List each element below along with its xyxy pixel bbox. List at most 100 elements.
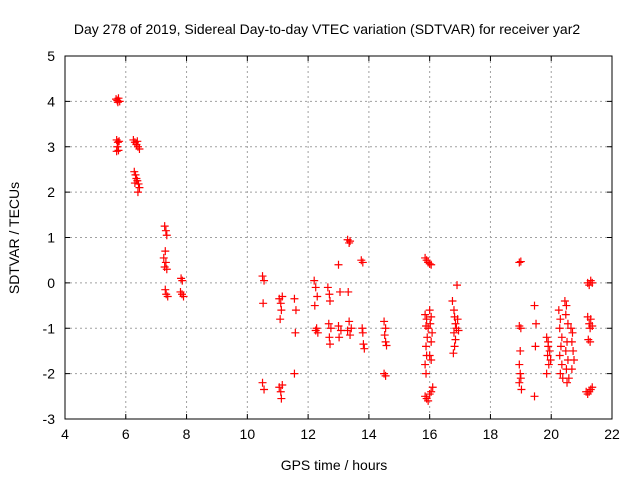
data-point xyxy=(311,326,320,335)
data-point xyxy=(453,281,462,290)
data-point xyxy=(532,319,541,328)
data-point xyxy=(516,374,525,383)
data-point xyxy=(453,315,462,324)
grid-lines xyxy=(65,56,612,419)
data-point xyxy=(131,170,140,179)
data-point xyxy=(560,297,569,306)
data-point xyxy=(454,326,463,335)
x-tick-label: 12 xyxy=(300,426,316,442)
data-point xyxy=(260,276,269,285)
data-point xyxy=(515,258,524,267)
data-point xyxy=(381,371,390,380)
data-point xyxy=(344,287,353,296)
data-point xyxy=(276,387,285,396)
data-point xyxy=(161,226,170,235)
data-point xyxy=(258,378,267,387)
data-point xyxy=(516,324,525,333)
data-point xyxy=(346,331,355,340)
data-point xyxy=(563,319,572,328)
data-point xyxy=(346,237,355,246)
data-point xyxy=(133,137,142,146)
data-point xyxy=(428,383,437,392)
data-point xyxy=(588,383,597,392)
data-point xyxy=(449,306,458,315)
data-point xyxy=(421,310,430,319)
data-point xyxy=(325,297,334,306)
data-point xyxy=(554,306,563,315)
y-tick-label: 0 xyxy=(47,275,55,291)
data-point xyxy=(427,260,436,269)
data-point xyxy=(425,259,434,268)
data-point xyxy=(423,333,432,342)
data-point xyxy=(313,292,322,301)
data-point xyxy=(335,333,344,342)
data-point xyxy=(134,179,143,188)
x-axis-label: GPS time / hours xyxy=(281,457,388,473)
data-point xyxy=(178,276,187,285)
data-point xyxy=(135,145,144,154)
x-tick-label: 22 xyxy=(604,426,620,442)
y-tick-label: 5 xyxy=(47,48,55,64)
data-point xyxy=(427,356,436,365)
plot-frame xyxy=(64,55,613,420)
data-point xyxy=(276,315,285,324)
data-point xyxy=(422,315,431,324)
data-point xyxy=(276,299,285,308)
data-point xyxy=(427,312,436,321)
data-point xyxy=(586,315,595,324)
data-point xyxy=(358,324,367,333)
data-point xyxy=(426,319,435,328)
data-point xyxy=(546,356,555,365)
x-tick-label: 18 xyxy=(483,426,499,442)
x-tick-label: 4 xyxy=(61,426,69,442)
data-point xyxy=(531,342,540,351)
y-axis: -3 -2 -1 0 1 2 3 4 5 xyxy=(43,48,612,427)
data-point xyxy=(347,324,356,333)
data-point xyxy=(542,369,551,378)
data-point xyxy=(557,360,566,369)
x-tick-label: 16 xyxy=(422,426,438,442)
data-point xyxy=(555,324,564,333)
data-point xyxy=(326,324,335,333)
data-point xyxy=(588,278,597,287)
data-point xyxy=(130,179,139,188)
data-point xyxy=(515,360,524,369)
data-point xyxy=(556,342,565,351)
data-point xyxy=(258,272,267,281)
data-point xyxy=(290,294,299,303)
data-point xyxy=(568,328,577,337)
data-point xyxy=(543,351,552,360)
data-point xyxy=(310,301,319,310)
data-point xyxy=(163,292,172,301)
data-point xyxy=(449,349,458,358)
data-point xyxy=(588,321,597,330)
data-point xyxy=(290,369,299,378)
x-tick-label: 14 xyxy=(361,426,377,442)
data-point xyxy=(113,142,122,151)
y-tick-label: -3 xyxy=(43,411,56,427)
data-point xyxy=(114,146,123,155)
y-axis-label: SDTVAR / TECUs xyxy=(6,182,22,294)
data-point xyxy=(544,360,553,369)
data-point xyxy=(516,257,525,266)
data-point xyxy=(159,253,168,262)
data-point xyxy=(555,351,564,360)
data-point xyxy=(516,369,525,378)
data-point xyxy=(517,385,526,394)
data-point xyxy=(424,396,433,405)
data-point xyxy=(563,378,572,387)
data-point xyxy=(586,337,595,346)
data-point xyxy=(425,351,434,360)
y-tick-label: 2 xyxy=(47,184,55,200)
data-point xyxy=(530,392,539,401)
data-point xyxy=(516,346,525,355)
data-point xyxy=(449,328,458,337)
data-point xyxy=(113,98,122,107)
data-point xyxy=(345,317,354,326)
data-point xyxy=(542,333,551,342)
x-tick-label: 6 xyxy=(122,426,130,442)
data-point xyxy=(161,247,170,256)
data-point xyxy=(381,337,390,346)
chart-title: Day 278 of 2019, Sidereal Day-to-day VTE… xyxy=(74,21,580,37)
data-points xyxy=(112,94,597,405)
